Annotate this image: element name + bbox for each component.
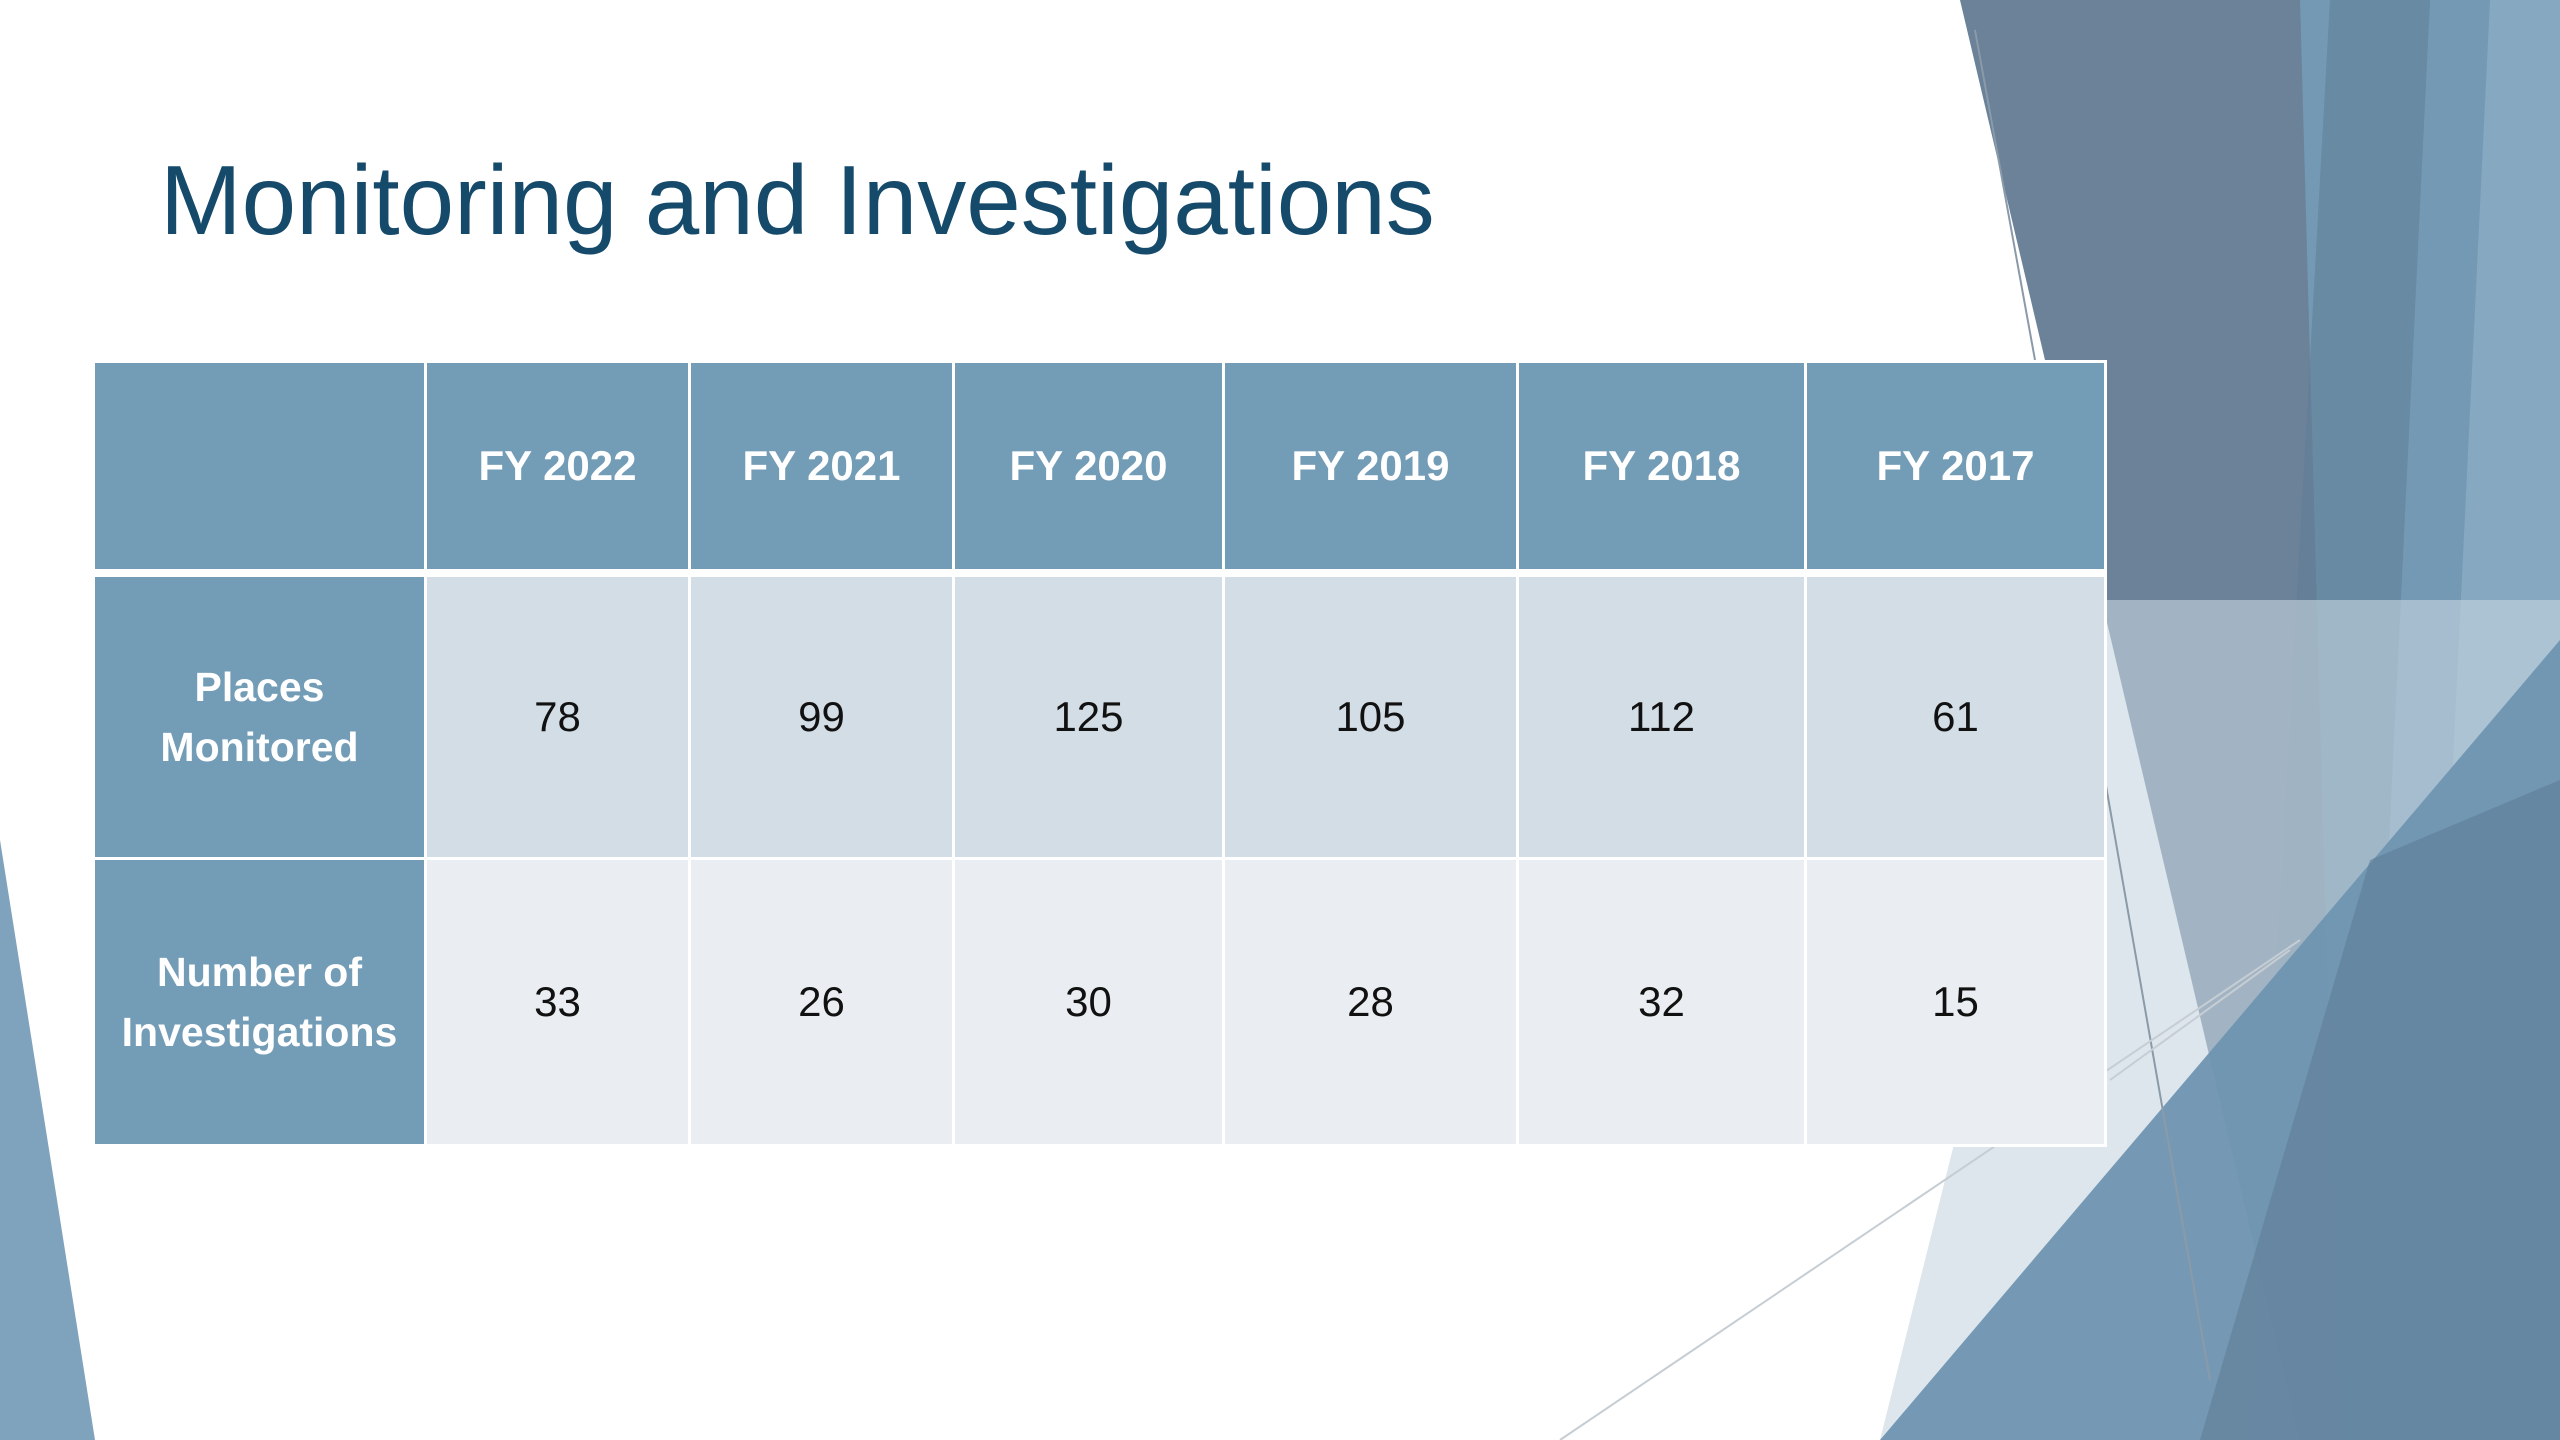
slide-title: Monitoring and Investigations xyxy=(160,145,1435,255)
table-cell: 28 xyxy=(1222,857,1519,1147)
corner-cell xyxy=(92,360,427,577)
right-facet-lower-shade xyxy=(2200,780,2560,1440)
table-cell: 78 xyxy=(424,571,691,860)
table-cell: 99 xyxy=(688,571,955,860)
table-cell: 112 xyxy=(1516,571,1807,860)
table-cell: 33 xyxy=(424,857,691,1147)
table-cell: 15 xyxy=(1804,857,2107,1147)
row-header-label: Number of Investigations xyxy=(121,949,398,1055)
accent-line-3 xyxy=(1559,939,2301,1440)
table-cell: 61 xyxy=(1804,571,2107,860)
column-header: FY 2018 xyxy=(1516,360,1807,577)
table-cell: 32 xyxy=(1516,857,1807,1147)
table-row: Number of Investigations 33 26 30 28 32 … xyxy=(92,857,2107,1147)
column-header: FY 2017 xyxy=(1804,360,2107,577)
column-header: FY 2020 xyxy=(952,360,1225,577)
row-header-label: Places Monitored xyxy=(160,664,359,770)
data-table: FY 2022 FY 2021 FY 2020 FY 2019 FY 2018 … xyxy=(92,360,2107,1147)
table-row: Places Monitored 78 99 125 105 112 61 xyxy=(92,571,2107,860)
column-header: FY 2019 xyxy=(1222,360,1519,577)
table-cell: 105 xyxy=(1222,571,1519,860)
table-cell: 26 xyxy=(688,857,955,1147)
column-header: FY 2022 xyxy=(424,360,691,577)
accent-line-4 xyxy=(2109,949,2291,1081)
left-facet xyxy=(0,840,95,1440)
table-cell: 30 xyxy=(952,857,1225,1147)
accent-line-2 xyxy=(2104,779,2211,1381)
row-header: Number of Investigations xyxy=(92,857,427,1147)
column-header: FY 2021 xyxy=(688,360,955,577)
row-header: Places Monitored xyxy=(92,571,427,860)
table-cell: 125 xyxy=(952,571,1225,860)
header-row: FY 2022 FY 2021 FY 2020 FY 2019 FY 2018 … xyxy=(92,360,2107,577)
accent-line-1 xyxy=(1974,29,2036,361)
